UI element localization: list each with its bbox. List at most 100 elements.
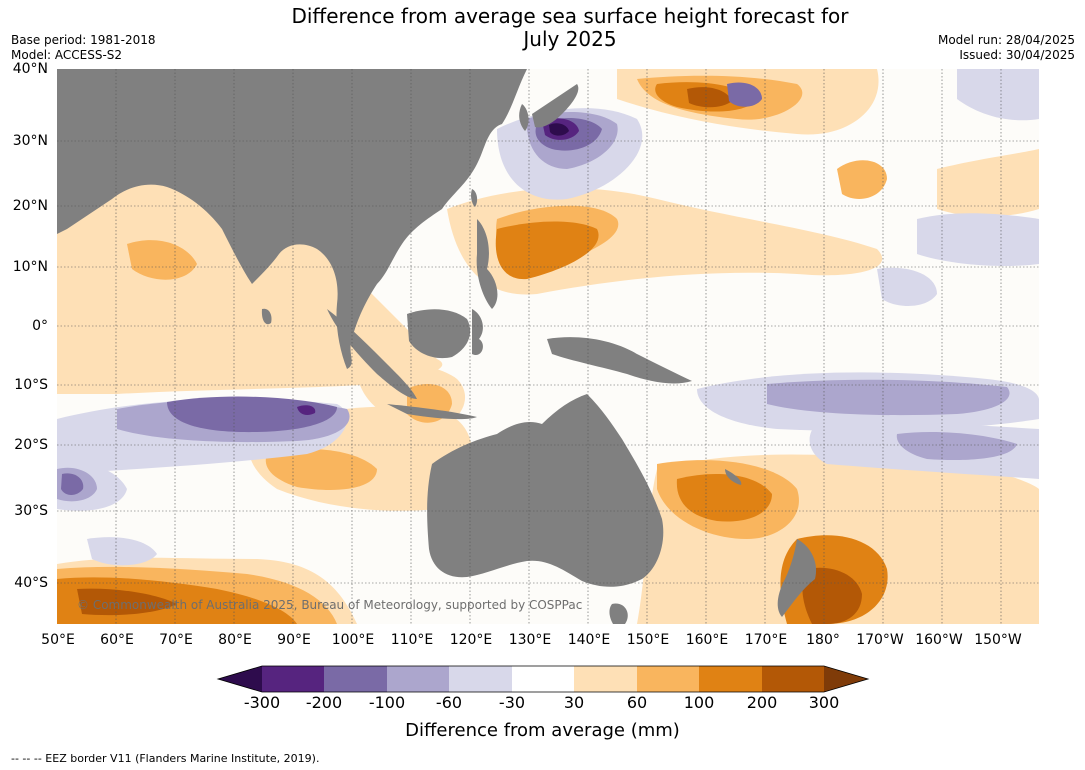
lat-label: 0° bbox=[32, 318, 48, 334]
lon-label: 60°E bbox=[100, 632, 134, 648]
land-sri-lanka bbox=[261, 308, 272, 325]
lon-label: 160°E bbox=[685, 632, 729, 648]
colorbar-label: 300 bbox=[808, 693, 840, 712]
lon-label: 90°E bbox=[277, 632, 311, 648]
land-masses bbox=[57, 69, 817, 624]
colorbar-swatch bbox=[449, 666, 512, 692]
lat-label: 10°S bbox=[14, 377, 48, 393]
anomaly-region bbox=[265, 449, 377, 490]
land-borneo bbox=[407, 309, 471, 359]
colorbar-swatch bbox=[512, 666, 574, 692]
anomaly-region bbox=[549, 123, 569, 136]
lat-label: 40°N bbox=[12, 61, 48, 77]
lat-label: 30°N bbox=[12, 133, 48, 149]
anomaly-region bbox=[687, 87, 732, 108]
land-sulawesi bbox=[472, 309, 483, 356]
colorbar-swatch bbox=[637, 666, 699, 692]
anomaly-region bbox=[802, 567, 862, 624]
anomaly-region bbox=[495, 221, 599, 280]
land-taiwan bbox=[471, 189, 478, 207]
lat-label: 40°S bbox=[14, 575, 48, 591]
lon-label: 80°E bbox=[218, 632, 252, 648]
meta-right: Model run: 28/04/2025 Issued: 30/04/2025 bbox=[938, 33, 1075, 63]
anomaly-region bbox=[896, 432, 1017, 461]
colorbar-swatch bbox=[824, 666, 868, 692]
copyright-notice: © Commonwealth of Australia 2025, Bureau… bbox=[77, 598, 583, 612]
colorbar-label: -30 bbox=[498, 693, 526, 712]
colorbar-label: -300 bbox=[243, 693, 281, 712]
anomaly-region bbox=[877, 267, 937, 306]
colorbar-swatch bbox=[699, 666, 762, 692]
anomaly-region bbox=[676, 474, 772, 522]
land-australia bbox=[427, 394, 664, 587]
lon-label: 120°E bbox=[449, 632, 493, 648]
lon-label: 180° bbox=[806, 632, 840, 648]
map-title: Difference from average sea surface heig… bbox=[0, 5, 1085, 51]
colorbar-label: 200 bbox=[746, 693, 778, 712]
lat-label: 20°S bbox=[14, 437, 48, 453]
colorbar-swatch bbox=[324, 666, 387, 692]
anomaly-region bbox=[837, 160, 887, 199]
land-asia bbox=[57, 69, 527, 369]
anomaly-region bbox=[167, 396, 337, 433]
lon-label: 50°E bbox=[41, 632, 75, 648]
colorbar-label: -200 bbox=[305, 693, 343, 712]
lon-label: 100°E bbox=[331, 632, 375, 648]
colorbar-swatch bbox=[262, 666, 324, 692]
anomaly-region bbox=[127, 240, 197, 280]
land-new-zealand bbox=[777, 539, 817, 617]
colorbar-label: 100 bbox=[683, 693, 715, 712]
lat-label: 30°S bbox=[14, 503, 48, 519]
map-panel bbox=[57, 69, 1039, 624]
land-new-guinea bbox=[547, 337, 692, 384]
colorbar-outline bbox=[216, 665, 870, 693]
lon-label: 140°E bbox=[567, 632, 611, 648]
lat-label: 20°N bbox=[12, 198, 48, 214]
map-canvas bbox=[57, 69, 1039, 624]
lon-label: 170°E bbox=[744, 632, 788, 648]
lon-label: 170°W bbox=[856, 632, 904, 648]
lon-label: 70°E bbox=[159, 632, 193, 648]
colorbar-swatch bbox=[218, 666, 262, 692]
land-new-caledonia bbox=[725, 469, 742, 485]
colorbar-swatch bbox=[387, 666, 449, 692]
anomaly-region bbox=[87, 537, 157, 566]
anomaly-region bbox=[767, 379, 1010, 416]
model-name: Model: ACCESS-S2 bbox=[11, 48, 123, 62]
colorbar bbox=[216, 665, 870, 693]
eez-footnote: -- -- -- EEZ border V11 (Flanders Marine… bbox=[11, 752, 320, 765]
land-sumatra bbox=[327, 309, 417, 399]
map-title-line2: July 2025 bbox=[523, 27, 617, 51]
lon-label: 150°E bbox=[626, 632, 670, 648]
meta-left: Base period: 1981-2018 Model: ACCESS-S2 bbox=[11, 33, 156, 63]
lon-label: 110°E bbox=[390, 632, 434, 648]
land-japan bbox=[532, 84, 579, 128]
lat-label: 10°N bbox=[12, 259, 48, 275]
lon-label: 160°W bbox=[915, 632, 963, 648]
anomaly-region bbox=[61, 473, 84, 495]
issued-date: Issued: 30/04/2025 bbox=[959, 48, 1075, 62]
anomaly-region bbox=[727, 82, 762, 107]
lon-label: 130°E bbox=[508, 632, 552, 648]
graticule bbox=[57, 69, 1039, 624]
colorbar-title: Difference from average (mm) bbox=[405, 720, 680, 741]
anomaly-region bbox=[77, 588, 177, 616]
colorbar-label: 60 bbox=[626, 693, 648, 712]
anomaly-region bbox=[917, 213, 1039, 266]
anomaly-region bbox=[957, 69, 1039, 121]
land-korea bbox=[519, 104, 529, 131]
anomaly-region bbox=[297, 405, 316, 415]
colorbar-swatch bbox=[762, 666, 824, 692]
land-java bbox=[387, 404, 477, 420]
colorbar-label: -60 bbox=[435, 693, 463, 712]
colorbar-label: 30 bbox=[563, 693, 585, 712]
land-philippines bbox=[476, 219, 498, 309]
lon-label: 150°W bbox=[974, 632, 1022, 648]
colorbar-swatch bbox=[574, 666, 637, 692]
colorbar-label: -100 bbox=[368, 693, 406, 712]
model-run: Model run: 28/04/2025 bbox=[937, 33, 1075, 47]
anomaly-region bbox=[937, 149, 1039, 217]
land-tasmania bbox=[609, 603, 628, 624]
map-title-line1: Difference from average sea surface heig… bbox=[291, 4, 849, 28]
base-period: Base period: 1981-2018 bbox=[11, 33, 156, 47]
